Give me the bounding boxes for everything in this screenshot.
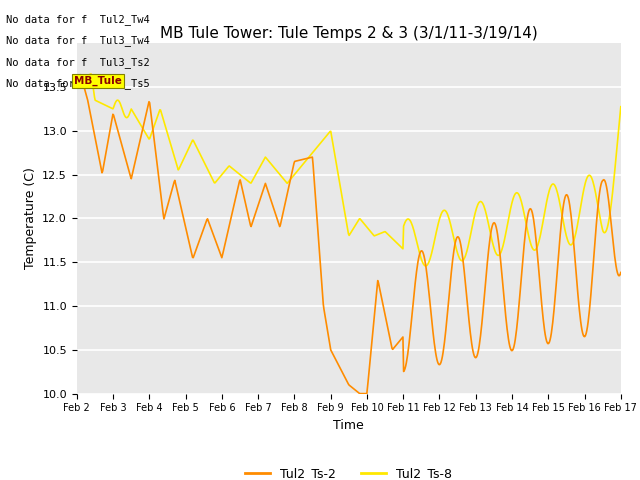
Legend: Tul2_Ts-2, Tul2_Ts-8: Tul2_Ts-2, Tul2_Ts-8	[241, 462, 457, 480]
Tul2_Ts-8	[87, 71, 95, 77]
Tul2_Ts-8	[543, 199, 550, 205]
Tul2_Ts-2	[543, 338, 550, 344]
Y-axis label: Temperature (C): Temperature (C)	[24, 168, 36, 269]
Tul2_Ts-8	[73, 75, 81, 81]
Text: No data for f  Tul3_Ts2: No data for f Tul3_Ts2	[6, 57, 150, 68]
Title: MB Tule Tower: Tule Temps 2 & 3 (3/1/11-3/19/14): MB Tule Tower: Tule Temps 2 & 3 (3/1/11-…	[160, 25, 538, 41]
Tul2_Ts-8	[487, 232, 495, 238]
Tul2_Ts-2	[404, 346, 412, 352]
Tul2_Ts-2	[356, 391, 364, 396]
Tul2_Ts-8	[404, 216, 412, 222]
Tul2_Ts-8	[390, 237, 397, 242]
Line: Tul2_Ts-2: Tul2_Ts-2	[77, 75, 621, 394]
Tul2_Ts-2	[617, 270, 625, 276]
Text: No data for f  Tul2_Tw4: No data for f Tul2_Tw4	[6, 13, 150, 24]
Tul2_Ts-2	[487, 230, 495, 236]
Tul2_Ts-8	[107, 105, 115, 111]
Tul2_Ts-2	[76, 72, 84, 78]
Text: No data for f  Tul3_Tw4: No data for f Tul3_Tw4	[6, 35, 150, 46]
Tul2_Ts-2	[390, 345, 398, 350]
Text: No data for f  Tul3_Ts5: No data for f Tul3_Ts5	[6, 78, 150, 89]
Tul2_Ts-8	[422, 263, 429, 269]
Text: MB_Tule: MB_Tule	[74, 76, 122, 86]
Tul2_Ts-2	[421, 256, 429, 262]
Tul2_Ts-2	[73, 84, 81, 90]
X-axis label: Time: Time	[333, 419, 364, 432]
Tul2_Ts-8	[617, 104, 625, 109]
Line: Tul2_Ts-8: Tul2_Ts-8	[77, 74, 621, 266]
Tul2_Ts-2	[107, 123, 115, 129]
Tul2_Ts-8	[420, 262, 428, 268]
